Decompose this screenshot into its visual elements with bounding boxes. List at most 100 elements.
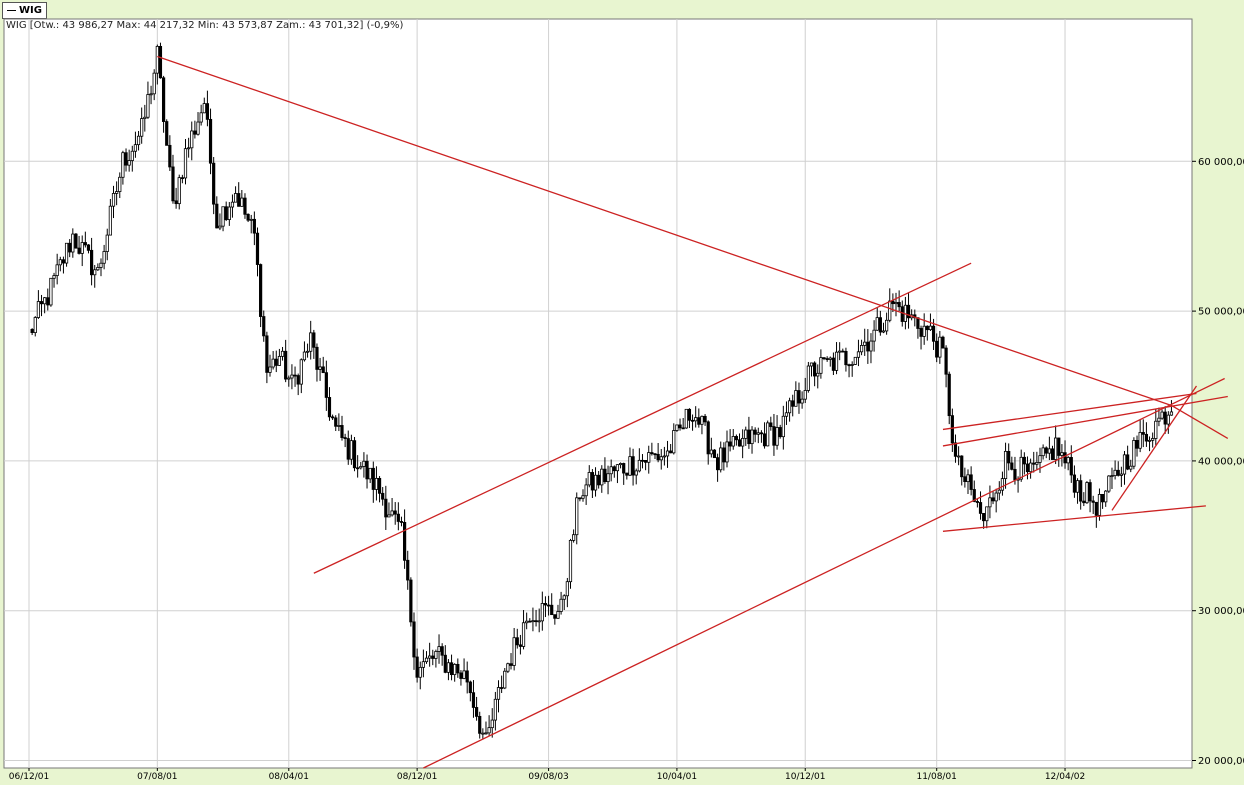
candle-body [61,259,66,264]
candle-body [681,427,685,430]
candle-body [916,317,920,329]
legend-swatch [7,10,16,11]
candle-body [747,429,751,445]
candle-body [158,45,163,79]
candle-body [994,492,998,502]
candle-body [712,449,717,459]
candle-body [841,350,845,353]
candle-body [118,176,122,192]
candle-body [1047,448,1051,454]
candle-body [784,412,789,417]
candle-body [446,662,451,673]
candle-body [753,429,757,435]
candle-body [725,441,729,463]
candle-body [262,316,266,337]
candle-body [834,351,839,371]
candle-body [402,522,407,561]
candle-body [318,366,322,370]
candle-body [665,450,670,457]
candle-body [597,474,601,486]
candle-body [58,259,62,266]
candle-body [340,425,344,438]
plot-background [3,18,1193,769]
candle-body [1116,469,1120,476]
candle-body [277,355,282,366]
candle-body [481,732,485,735]
candle-body [124,152,128,166]
candle-body [1038,455,1042,463]
candle-body [609,466,613,475]
candle-body [321,366,325,374]
candle-body [1069,457,1073,476]
candle-body [931,325,936,342]
candle-body [565,581,569,597]
candle-body [1138,432,1142,449]
candle-body [449,662,454,676]
candle-body [415,656,419,678]
trendline [942,505,1206,532]
candle-body [443,654,447,673]
candle-body [694,417,698,422]
candle-body [312,332,316,348]
candle-body [957,455,961,458]
candle-body [922,325,926,337]
candle-body [716,457,720,471]
candle-body [208,118,213,164]
candle-body [1029,462,1033,473]
candle-body [459,672,463,679]
candle-body [640,459,645,462]
candle-body [631,456,635,476]
candle-body [474,707,479,717]
candle-body [493,698,497,721]
candle-body [546,604,551,607]
candle-body [327,397,332,418]
candle-body [324,372,328,398]
candle-body [525,620,529,624]
candle-body [1132,440,1136,467]
x-tick-label: 12/04/02 [1045,772,1085,782]
candle-body [1169,411,1174,416]
candle-body [615,464,620,472]
candle-body [421,661,425,668]
candle-body [428,655,432,659]
candle-body [1144,433,1149,442]
candle-body [850,364,854,366]
candle-body [690,419,695,422]
candle-body [352,440,357,469]
candle-body [935,340,939,358]
candle-body [243,197,247,215]
candle-body [590,472,595,491]
candles [30,42,1174,740]
candle-body [1141,432,1145,435]
candle-body [506,663,510,672]
candle-body [985,506,989,522]
candle-body [271,358,275,368]
y-axis: 20 000,00 30 000,00 40 000,00 50 000,00 60 0… [1192,157,1244,767]
candle-body [371,467,375,490]
candle-body [387,514,391,518]
candle-body [83,242,87,246]
candle-body [700,415,704,425]
candle-body [1129,465,1133,470]
candle-body [155,45,159,74]
candle-body [978,502,983,514]
candle-body [722,447,726,463]
candle-body [644,460,648,463]
candle-body [1057,437,1061,456]
candle-body [255,232,260,265]
candle-body [462,670,466,679]
candle-body [343,437,347,439]
candle-body [1044,447,1048,454]
candle-body [133,144,138,152]
x-tick-label: 08/12/01 [397,772,437,782]
candle-body [337,425,341,427]
x-tick-label: 11/08/01 [916,772,956,782]
candle-body [925,325,929,331]
candle-body [478,715,482,734]
candle-body [77,247,81,254]
candle-body [556,611,560,619]
candle-body [431,655,435,659]
candle-body [600,468,604,486]
candle-body [331,416,335,419]
